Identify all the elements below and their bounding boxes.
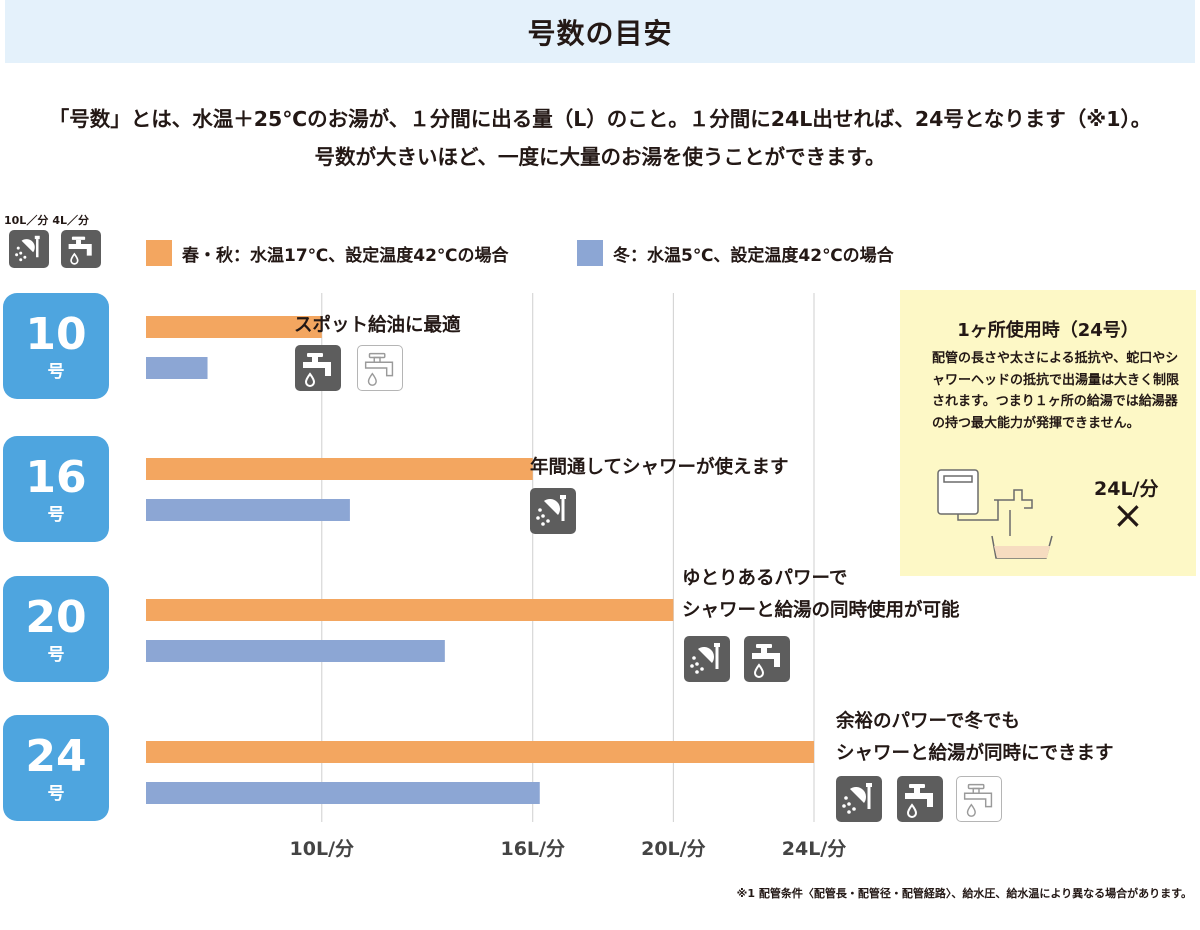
water-heater-illustration [934,466,1084,566]
row-desc-line: スポット給油に最適 [294,315,461,336]
row-desc-10: スポット給油に最適 [294,310,461,342]
row-desc-line: 余裕のパワーで冬でも [836,711,1020,732]
faucet-outline-icon [956,776,1002,822]
row-badge-10: 10 号 [3,293,109,399]
row-badge-24: 24 号 [3,715,109,821]
x-tick-label: 24L/分 [782,838,847,860]
row-desc-line: 年間通してシャワーが使えます [530,457,789,478]
faucet-outline-icon [357,345,403,391]
cross-mark-icon: × [1112,493,1144,537]
legend-item-winter: 冬：水温5℃、設定温度42℃の場合 [577,240,894,266]
shower-icon [9,230,49,268]
shower-flow-label: 10L／分 [4,214,49,227]
row-unit: 号 [47,645,65,665]
row-number: 10 [25,309,87,360]
x-tick-label: 20L/分 [641,838,706,860]
row-unit: 号 [47,784,65,804]
faucet-icon [295,345,341,391]
legend-label-winter: 冬：水温5℃、設定温度42℃の場合 [613,245,894,266]
bar-winter-16号 [146,499,350,521]
note-flow-value: 24L/分 [1094,478,1159,500]
row-badge-20: 20 号 [3,576,109,682]
page-header: 号数の目安 [5,0,1195,63]
row-number: 24 [25,731,87,782]
x-tick-label: 10L/分 [290,838,355,860]
row-number: 16 [25,452,87,503]
row-number: 20 [25,592,87,643]
legend-item-spring: 春・秋：水温17℃、設定温度42℃の場合 [146,240,509,266]
row-desc-20: ゆとりあるパワーで シャワーと給湯の同時使用が可能 [682,563,960,627]
shower-icon [836,776,882,822]
bar-spring-20号 [146,599,674,621]
note-title: 1ヶ所使用時（24号） [957,320,1139,341]
bar-winter-20号 [146,640,445,662]
row-desc-line: シャワーと給湯が同時にできます [836,743,1114,764]
row-badge-16: 16 号 [3,436,109,542]
faucet-icon [897,776,943,822]
row-desc-24: 余裕のパワーで冬でも シャワーと給湯が同時にできます [836,706,1114,770]
flow-labels: 10L／分 4L／分 [4,212,93,228]
legend-swatch-spring [146,240,172,266]
shower-icon [530,488,576,534]
row-unit: 号 [47,362,65,382]
bar-spring-24号 [146,741,814,763]
x-tick-label: 16L/分 [500,838,565,860]
bar-winter-10号 [146,357,208,379]
row-desc-16: 年間通してシャワーが使えます [530,452,788,484]
bar-spring-16号 [146,458,533,480]
intro-text: 「号数」とは、水温＋25℃のお湯が、１分間に出る量（L）のこと。１分間に24L出… [0,100,1200,176]
page-title: 号数の目安 [527,16,673,50]
row-desc-line: シャワーと給湯の同時使用が可能 [682,600,960,621]
intro-line-1: 「号数」とは、水温＋25℃のお湯が、１分間に出る量（L）のこと。１分間に24L出… [48,107,1152,131]
intro-line-2: 号数が大きいほど、一度に大量のお湯を使うことができます。 [314,145,886,169]
footnote: ※1 配管条件〈配管長・配管径・配管経路〉、給水圧、給水温により異なる場合があり… [736,887,1192,900]
row-unit: 号 [47,505,65,525]
legend-label-spring: 春・秋：水温17℃、設定温度42℃の場合 [182,245,509,266]
faucet-icon [744,636,790,682]
faucet-flow-label: 4L／分 [52,214,89,227]
bar-winter-24号 [146,782,540,804]
faucet-icon [61,230,101,268]
row-desc-line: ゆとりあるパワーで [682,568,848,589]
shower-icon [684,636,730,682]
bar-spring-10号 [146,316,322,338]
legend-swatch-winter [577,240,603,266]
single-use-note: 1ヶ所使用時（24号） 配管の長さや太さによる抵抗や、蛇口やシャワーヘッドの抵抗… [900,290,1196,576]
note-body: 配管の長さや太さによる抵抗や、蛇口やシャワーヘッドの抵抗で出湯量は大きく制限され… [932,351,1180,431]
